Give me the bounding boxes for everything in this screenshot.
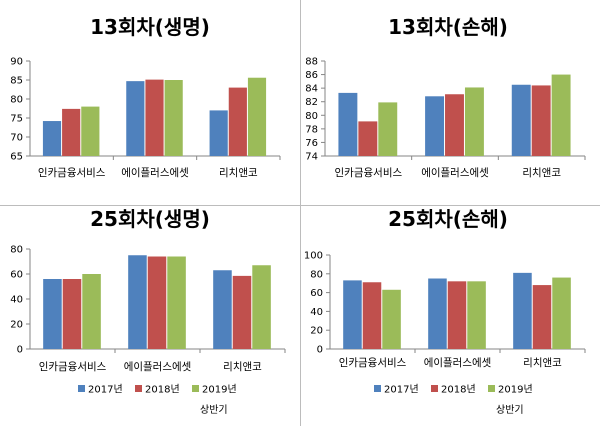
- y-tick-label: 60: [10, 270, 23, 281]
- bar: [62, 108, 81, 156]
- bar: [552, 277, 571, 349]
- category-label: 에이플러스에셋: [124, 361, 192, 373]
- bar: [551, 74, 571, 156]
- bar: [128, 255, 147, 349]
- y-tick-label: 80: [10, 95, 23, 106]
- chart-title: 25회차(생명): [90, 207, 210, 231]
- bar: [445, 94, 464, 156]
- category-label: 에이플러스에셋: [421, 167, 489, 179]
- chart-4: 25회차(손해) 0 20 40 60 80 100 인카금융서비스 에이플러스에셋 리치앤코 20…: [304, 207, 586, 416]
- y-tick-label: 0: [317, 345, 323, 356]
- category-label: 인카금융서비스: [38, 167, 106, 179]
- y-tick-label: 20: [10, 320, 23, 331]
- bar: [358, 121, 378, 156]
- bar: [511, 84, 531, 156]
- legend-label: 2017년: [88, 384, 123, 396]
- legend-label: 2019년: [498, 384, 533, 396]
- y-tick-label: 20: [310, 326, 323, 337]
- vertical-divider: [300, 0, 301, 426]
- bar: [81, 106, 100, 156]
- bar: [209, 110, 228, 156]
- bar: [532, 285, 552, 349]
- legend-label: 2019년: [202, 384, 237, 396]
- bar: [82, 274, 101, 349]
- y-tick-label: 0: [17, 345, 23, 356]
- y-tick-label: 40: [310, 307, 323, 318]
- bar: [43, 279, 62, 349]
- horizontal-divider: [0, 205, 600, 206]
- category-label: 인카금융서비스: [339, 357, 407, 369]
- bar: [167, 256, 186, 349]
- bar: [126, 81, 145, 156]
- legend-swatch: [135, 385, 142, 392]
- bar: [147, 256, 167, 349]
- bar: [343, 280, 362, 349]
- chart-title: 13회차(생명): [90, 15, 210, 39]
- bar: [62, 279, 82, 349]
- y-tick-label: 90: [10, 57, 23, 68]
- y-tick-label: 75: [10, 114, 23, 125]
- bar: [382, 289, 401, 349]
- category-label: 리치앤코: [523, 357, 562, 369]
- bar: [428, 278, 447, 349]
- bar: [447, 281, 467, 349]
- bar: [425, 96, 445, 156]
- bar: [228, 87, 247, 156]
- bar: [145, 79, 164, 156]
- legend-swatch: [431, 385, 438, 392]
- legend-swatch: [192, 385, 199, 392]
- bar: [378, 102, 398, 156]
- chart-3: 25회차(생명) 0 20 40 60 80 인카금융서비스 에이플러스에셋 리치앤코 2017년…: [10, 207, 286, 416]
- y-tick-label: 100: [304, 251, 323, 262]
- category-label: 리치앤코: [219, 167, 258, 179]
- legend-swatch: [374, 385, 381, 392]
- y-tick-label: 74: [305, 152, 318, 163]
- y-tick-label: 65: [10, 152, 23, 163]
- bar: [338, 92, 358, 156]
- legend-note: 상반기: [496, 404, 524, 416]
- chart-1: 13회차(생명) 65 70 75 80 85 90 인카금융서비스 에이플러스에셋 리치앤코: [10, 15, 281, 179]
- legend-note: 상반기: [200, 404, 228, 416]
- y-tick-label: 86: [305, 70, 318, 81]
- category-label: 리치앤코: [522, 167, 561, 179]
- y-tick-label: 82: [305, 97, 318, 108]
- y-tick-label: 84: [305, 84, 318, 95]
- y-tick-label: 70: [10, 133, 23, 144]
- y-tick-label: 76: [305, 138, 318, 149]
- y-tick-label: 40: [10, 295, 23, 306]
- y-tick-label: 60: [310, 288, 323, 299]
- y-tick-label: 78: [305, 124, 318, 135]
- category-label: 인카금융서비스: [335, 167, 403, 179]
- bar: [531, 85, 551, 156]
- legend-label: 2018년: [145, 384, 180, 396]
- chart-title: 13회차(손해): [388, 15, 508, 39]
- bar: [247, 77, 267, 156]
- bar: [362, 282, 382, 349]
- y-tick-label: 80: [10, 245, 23, 256]
- bar: [464, 87, 484, 156]
- y-tick-label: 85: [10, 76, 23, 87]
- category-label: 에이플러스에셋: [424, 357, 492, 369]
- chart-title: 25회차(손해): [388, 207, 508, 231]
- bar: [164, 80, 183, 156]
- category-label: 인카금융서비스: [39, 361, 107, 373]
- legend-swatch: [78, 385, 85, 392]
- category-label: 리치앤코: [223, 361, 262, 373]
- bar: [42, 121, 62, 156]
- category-label: 에이플러스에셋: [121, 167, 189, 179]
- legend-label: 2018년: [441, 384, 476, 396]
- y-tick-label: 88: [305, 57, 318, 68]
- bar: [213, 270, 232, 349]
- bar: [252, 265, 271, 349]
- bar: [467, 281, 486, 349]
- legend-label: 2017년: [384, 384, 419, 396]
- bar: [513, 272, 532, 349]
- bar: [232, 275, 252, 350]
- legend-swatch: [488, 385, 495, 392]
- y-tick-label: 80: [305, 111, 318, 122]
- y-tick-label: 80: [310, 269, 323, 280]
- chart-2: 13회차(손해) 74 76 78 80 82 84 86 88 인카금융서비스 에이플러스에셋 리치…: [305, 15, 586, 179]
